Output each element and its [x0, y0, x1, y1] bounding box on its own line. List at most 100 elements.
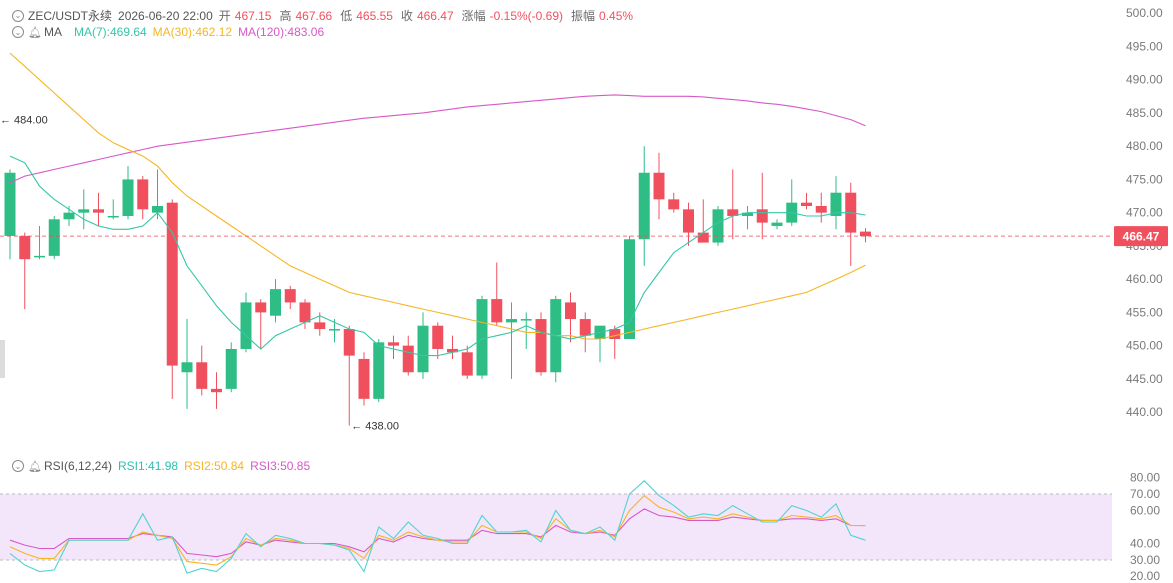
candle-body [211, 388, 222, 393]
candle-body [727, 209, 739, 216]
price-tick-label: 485.00 [1126, 106, 1163, 120]
bell-icon[interactable]: 🔔︎ [28, 26, 42, 39]
candle-body [712, 209, 724, 243]
candle-body [343, 329, 355, 356]
collapse-icon[interactable]: ⌄ [12, 26, 24, 38]
moving-averages-layer [9, 52, 866, 357]
candle-body [329, 329, 340, 331]
symbol-name: ZEC/USDT永续 [28, 9, 113, 23]
ohlc-header: ⌄ ZEC/USDT永续 2026-06-20 22:00 开 467.15 高… [12, 7, 641, 24]
price-tick-label: 460.00 [1126, 272, 1163, 286]
candle-body [93, 209, 104, 213]
candle-body [284, 289, 296, 303]
candle-body [771, 222, 783, 226]
candle-body [196, 362, 208, 389]
candle-body [373, 342, 385, 399]
amplitude-value: 0.45% [599, 8, 634, 23]
candle-body [609, 329, 621, 339]
candle-body [388, 342, 399, 346]
candle-body [299, 302, 311, 323]
price-tick-label: 495.00 [1126, 39, 1163, 53]
candle-body [668, 199, 680, 210]
price-tick-label: 455.00 [1126, 305, 1163, 319]
rsi3-value: RSI3:50.85 [250, 459, 311, 473]
candle-body [78, 209, 90, 213]
candle-body [4, 172, 16, 236]
candle-body [565, 302, 576, 320]
candle-body [255, 302, 267, 313]
candle-body [860, 231, 871, 237]
rsi-overbought-band [0, 494, 1112, 560]
candle-body [48, 219, 60, 256]
candle-body [34, 255, 45, 258]
candle-body [520, 319, 532, 321]
candle-body [801, 202, 812, 206]
markers-layer: 466.47 ← 484.00 ← 438.00 [0, 115, 1168, 432]
candle-body [815, 206, 827, 213]
min-price-marker: ← 438.00 [351, 420, 399, 432]
candle-body [638, 172, 650, 240]
candle-body [107, 215, 119, 218]
candle-body [624, 239, 635, 339]
high-value: 467.66 [295, 8, 333, 23]
panel-resize-handle[interactable] [0, 340, 5, 378]
candle-body [314, 322, 326, 330]
ma30-line [9, 52, 866, 340]
candle-body [417, 325, 429, 373]
candle-body [270, 289, 281, 316]
ma-legend: ⌄ 🔔︎ MA MA(7):469.64 MA(30):462.12 MA(12… [12, 25, 324, 39]
candle-body [225, 348, 237, 389]
ma30-value: MA(30):462.12 [152, 25, 233, 39]
rsi2-value: RSI2:50.84 [184, 459, 245, 473]
price-tick-label: 475.00 [1126, 172, 1163, 186]
price-tick-label: 490.00 [1126, 73, 1163, 87]
rsi-tick-label: 70.00 [1130, 487, 1160, 501]
candle-body [152, 206, 163, 213]
max-price-marker: ← 484.00 [0, 115, 48, 127]
open-value: 467.15 [234, 8, 272, 23]
candle-body [579, 319, 591, 336]
candle-body [535, 319, 547, 373]
rsi-legend: ⌄ 🔔︎ RSI(6,12,24) RSI1:41.98 RSI2:50.84 … [12, 459, 310, 473]
close-label: 收 [400, 9, 413, 23]
candle-body [432, 325, 444, 349]
price-tick-label: 450.00 [1126, 339, 1163, 353]
candle-body [166, 202, 178, 366]
price-tick-label: 440.00 [1126, 405, 1163, 419]
candle-body [461, 352, 473, 376]
last-price-tag-label: 466.47 [1123, 230, 1160, 244]
candle-body [476, 299, 488, 376]
rsi-band-layer [0, 493, 1112, 561]
candle-body [683, 209, 694, 233]
candle-body [506, 319, 517, 323]
close-value: 466.47 [416, 8, 454, 23]
collapse-icon[interactable]: ⌄ [12, 460, 24, 472]
candle-body [240, 302, 252, 349]
change-label: 涨幅 [461, 9, 486, 23]
ma7-value: MA(7):469.64 [73, 25, 147, 39]
price-axis: 500.00 495.00 490.00 485.00 480.00 475.00 470.… [1126, 6, 1163, 419]
last-price-tag [1114, 226, 1168, 247]
collapse-icon[interactable]: ⌄ [12, 9, 24, 22]
price-tick-label: 445.00 [1126, 372, 1163, 386]
candle-body [491, 299, 503, 323]
low-value: 465.55 [356, 8, 393, 23]
candle-body [742, 212, 753, 216]
candle-body [756, 209, 768, 223]
rsi-lines-layer [9, 480, 866, 574]
candle-body [19, 235, 31, 260]
ma7-line [9, 155, 866, 357]
candle-datetime: 2026-06-20 22:00 [118, 8, 213, 23]
candle-body [447, 348, 458, 353]
ma-indicator-name: MA [43, 25, 62, 39]
candle-body [830, 192, 842, 216]
price-tick-label: 470.00 [1126, 206, 1163, 220]
rsi-tick-label: 80.00 [1130, 471, 1160, 485]
candle-body [653, 172, 665, 200]
rsi2-line [9, 494, 866, 566]
bell-icon[interactable]: 🔔︎ [28, 460, 42, 473]
candle-body [181, 362, 193, 373]
rsi-axis: 80.00 70.00 60.00 40.00 30.00 20.00 [1130, 471, 1160, 583]
rsi-tick-label: 40.00 [1130, 537, 1160, 551]
